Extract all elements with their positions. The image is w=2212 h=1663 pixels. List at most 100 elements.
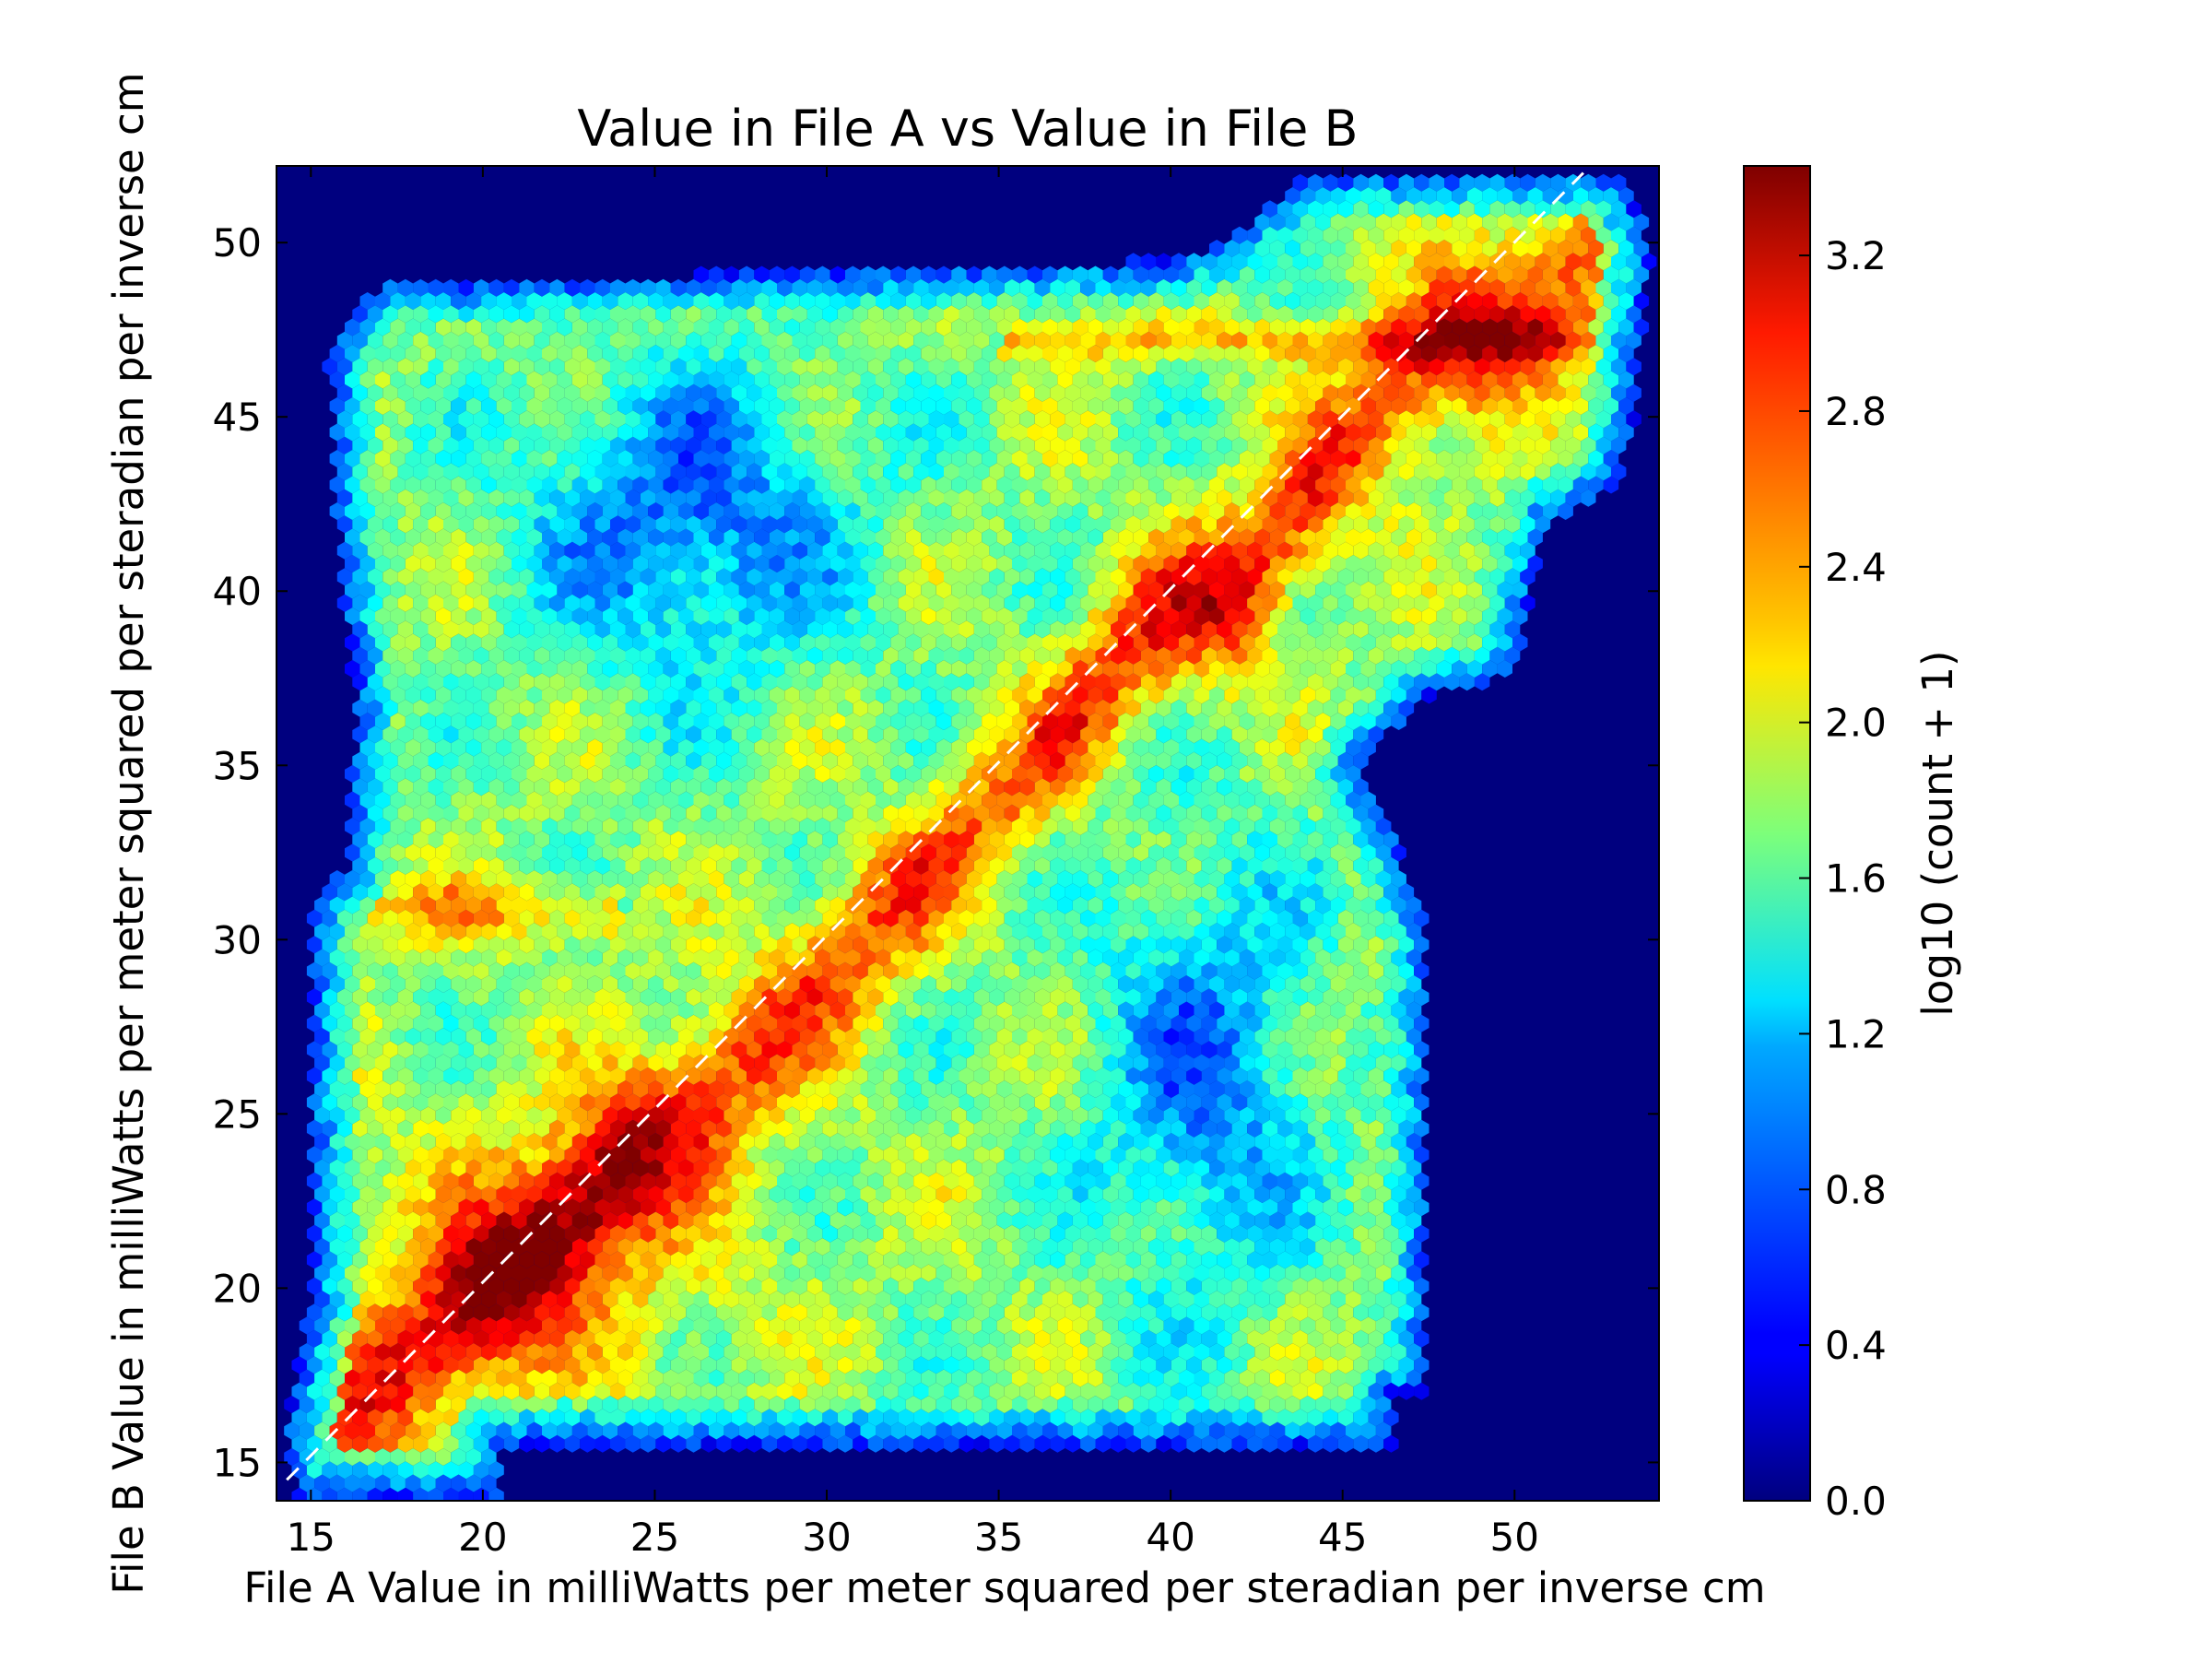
hex-cell: [1042, 1343, 1058, 1361]
hex-cell: [876, 1211, 891, 1230]
hex-cell: [648, 1421, 664, 1440]
hex-cell: [655, 1356, 671, 1374]
hex-cell: [534, 1329, 550, 1348]
hex-cell: [1179, 1343, 1194, 1361]
hex-cell: [670, 1251, 687, 1269]
hex-cell: [913, 1409, 929, 1427]
hex-cell: [876, 1369, 891, 1387]
hex-cell: [830, 1396, 845, 1413]
hex-cell: [769, 1421, 785, 1440]
hex-cell: [996, 1343, 1012, 1361]
hex-cell: [526, 1421, 542, 1440]
hex-cell: [1217, 1224, 1232, 1243]
hex-cell: [1277, 1329, 1293, 1348]
hex-cell: [1034, 1409, 1051, 1427]
hex-cell: [1042, 1421, 1058, 1440]
hex-cell: [799, 1369, 816, 1387]
hex-cell: [1323, 1277, 1338, 1295]
hex-cell: [1353, 1329, 1369, 1348]
hex-cell: [784, 1264, 800, 1282]
hex-cell: [648, 1211, 664, 1230]
hex-cell: [853, 1434, 868, 1453]
hex-cell: [913, 1382, 929, 1400]
hex-cell: [1186, 1224, 1202, 1243]
hex-cell: [966, 1343, 982, 1361]
hex-cell: [867, 1329, 884, 1348]
hex-cell: [420, 1474, 436, 1492]
hex-cell: [709, 1211, 724, 1230]
hex-cell: [935, 1291, 952, 1308]
hex-cell: [1315, 1421, 1331, 1440]
hex-cell: [700, 1409, 717, 1427]
hex-cell: [1217, 1329, 1232, 1348]
hex-cell: [382, 1224, 398, 1243]
hex-cell: [1148, 1264, 1164, 1282]
hex-cell: [686, 1251, 701, 1269]
hex-cell: [481, 1448, 497, 1466]
hex-cell: [488, 1303, 504, 1322]
hex-cell: [465, 1448, 482, 1466]
hex-cell: [1414, 1382, 1430, 1400]
hex-cell: [973, 1224, 990, 1243]
hex-cell: [1027, 1291, 1042, 1308]
hex-cell: [989, 1251, 1005, 1269]
hex-cell: [747, 1277, 762, 1295]
hex-cell: [1360, 1421, 1376, 1440]
hex-cell: [1111, 1356, 1126, 1374]
hex-cell: [1398, 1303, 1415, 1322]
hex-cell: [1375, 1316, 1392, 1335]
hex-cell: [1163, 1343, 1179, 1361]
hex-cell: [1072, 1369, 1088, 1387]
hex-cell: [382, 1461, 398, 1480]
hex-cell: [989, 1224, 1005, 1243]
hex-cell: [1323, 1409, 1338, 1427]
hex-cell: [1330, 1264, 1346, 1282]
hex-cell: [519, 1329, 535, 1348]
hex-cell: [686, 1224, 701, 1243]
hex-cell: [1201, 1303, 1218, 1322]
hex-cell: [1414, 1277, 1430, 1295]
hex-cell: [594, 1198, 610, 1217]
hex-cell: [375, 1211, 391, 1230]
hex-cell: [1148, 1211, 1164, 1230]
hex-cell: [944, 1251, 959, 1269]
hex-cell: [738, 1316, 755, 1335]
hex-cell: [670, 1382, 687, 1400]
hex-cell: [1065, 1434, 1081, 1453]
hex-cell: [951, 1211, 967, 1230]
hex-cell: [663, 1316, 678, 1335]
hex-cell: [837, 1382, 853, 1400]
hex-cell: [299, 1474, 315, 1492]
hex-cell: [473, 1356, 489, 1374]
hex-cell: [405, 1211, 421, 1230]
hex-cell: [359, 1238, 375, 1256]
hex-cell: [1179, 1291, 1194, 1308]
hex-cell: [458, 1224, 474, 1243]
hex-cell: [1012, 1369, 1028, 1387]
hex-cell: [982, 1291, 997, 1308]
hex-cell: [905, 1343, 922, 1361]
hex-cell: [610, 1434, 626, 1453]
hex-cell: [792, 1251, 807, 1269]
hex-cell: [853, 1409, 868, 1427]
hex-cell: [1111, 1434, 1126, 1453]
hex-cell: [1171, 1356, 1187, 1374]
hex-cell: [1330, 1238, 1346, 1256]
hex-cell: [1315, 1264, 1331, 1282]
hex-cell: [549, 1329, 565, 1348]
hex-cell: [602, 1238, 618, 1256]
hex-cell: [352, 1356, 368, 1374]
hex-cell: [777, 1434, 793, 1453]
hex-cell: [724, 1238, 739, 1256]
hex-cell: [1414, 1329, 1430, 1348]
hex-cell: [1102, 1421, 1119, 1440]
hex-cell: [738, 1421, 755, 1440]
hex-cell: [921, 1291, 936, 1308]
hex-cell: [496, 1316, 512, 1335]
hex-cell: [1125, 1329, 1141, 1348]
hex-cell: [747, 1382, 762, 1400]
hex-cell: [420, 1396, 436, 1413]
hex-cell: [655, 1303, 671, 1322]
hex-cell: [571, 1264, 588, 1282]
hex-cell: [1194, 1316, 1209, 1335]
